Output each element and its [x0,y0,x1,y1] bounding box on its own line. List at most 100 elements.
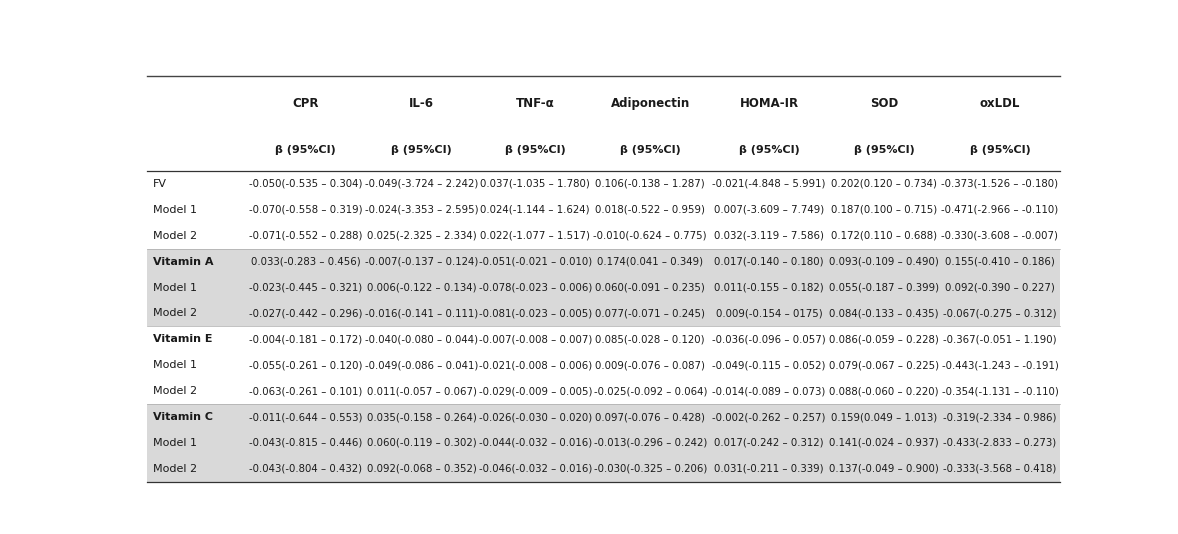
Bar [940,249,1060,274]
Bar [828,76,940,130]
Bar [479,430,591,456]
Text: 0.077(-0.071 – 0.245): 0.077(-0.071 – 0.245) [595,309,706,318]
Bar [828,301,940,326]
Text: Vitamin A: Vitamin A [153,257,213,266]
Bar [479,326,591,352]
Bar [709,378,828,404]
Bar [364,249,479,274]
Bar [940,301,1060,326]
Bar [364,456,479,482]
Text: 0.017(-0.140 – 0.180): 0.017(-0.140 – 0.180) [714,257,823,266]
Text: -0.071(-0.552 – 0.288): -0.071(-0.552 – 0.288) [249,231,363,241]
Bar [479,197,591,223]
Text: -0.026(-0.030 – 0.020): -0.026(-0.030 – 0.020) [478,412,591,422]
Text: -0.063(-0.261 – 0.101): -0.063(-0.261 – 0.101) [249,386,363,396]
Bar [940,326,1060,352]
Bar [364,430,479,456]
Text: -0.333(-3.568 – 0.418): -0.333(-3.568 – 0.418) [944,464,1057,474]
Text: -0.002(-0.262 – 0.257): -0.002(-0.262 – 0.257) [713,412,826,422]
Bar [828,197,940,223]
Bar [709,430,828,456]
Bar [709,274,828,301]
Bar [940,197,1060,223]
Bar [709,352,828,378]
Bar [591,301,709,326]
Bar [591,249,709,274]
Text: 0.172(0.110 – 0.688): 0.172(0.110 – 0.688) [830,231,937,241]
Text: Vitamin C: Vitamin C [153,412,213,422]
Bar [247,404,364,430]
Text: -0.070(-0.558 – 0.319): -0.070(-0.558 – 0.319) [249,205,363,215]
Text: -0.049(-3.724 – 2.242): -0.049(-3.724 – 2.242) [365,179,478,189]
Text: Model 1: Model 1 [153,360,197,370]
Text: 0.097(-0.076 – 0.428): 0.097(-0.076 – 0.428) [595,412,706,422]
Text: -0.013(-0.296 – 0.242): -0.013(-0.296 – 0.242) [594,438,707,448]
Text: 0.092(-0.068 – 0.352): 0.092(-0.068 – 0.352) [366,464,477,474]
Bar [479,171,591,197]
Text: -0.014(-0.089 – 0.073): -0.014(-0.089 – 0.073) [713,386,826,396]
Text: -0.036(-0.096 – 0.057): -0.036(-0.096 – 0.057) [712,334,826,344]
Text: -0.046(-0.032 – 0.016): -0.046(-0.032 – 0.016) [478,464,591,474]
Text: 0.084(-0.133 – 0.435): 0.084(-0.133 – 0.435) [829,309,939,318]
Bar [828,352,940,378]
Text: -0.050(-0.535 – 0.304): -0.050(-0.535 – 0.304) [249,179,363,189]
Text: -0.004(-0.181 – 0.172): -0.004(-0.181 – 0.172) [249,334,363,344]
Bar [479,301,591,326]
Text: 0.159(0.049 – 1.013): 0.159(0.049 – 1.013) [830,412,938,422]
Text: 0.031(-0.211 – 0.339): 0.031(-0.211 – 0.339) [714,464,823,474]
Bar [709,456,828,482]
Bar [709,249,828,274]
Text: β (95%CI): β (95%CI) [620,145,681,155]
Text: Model 1: Model 1 [153,282,197,293]
Text: CPR: CPR [292,97,319,109]
Bar [591,223,709,249]
Bar [364,326,479,352]
Bar [247,249,364,274]
Bar [940,274,1060,301]
Bar [709,130,828,171]
Bar [591,326,709,352]
Bar [479,274,591,301]
Text: -0.024(-3.353 – 2.595): -0.024(-3.353 – 2.595) [365,205,478,215]
Text: -0.029(-0.009 – 0.005): -0.029(-0.009 – 0.005) [478,386,593,396]
Bar [709,404,828,430]
Bar [247,274,364,301]
Text: -0.030(-0.325 – 0.206): -0.030(-0.325 – 0.206) [594,464,707,474]
Text: Model 1: Model 1 [153,205,197,215]
Text: 0.018(-0.522 – 0.959): 0.018(-0.522 – 0.959) [595,205,706,215]
Text: IL-6: IL-6 [409,97,434,109]
Bar [940,404,1060,430]
Bar [247,352,364,378]
Text: 0.055(-0.187 – 0.399): 0.055(-0.187 – 0.399) [829,282,939,293]
Bar [828,274,940,301]
Text: 0.202(0.120 – 0.734): 0.202(0.120 – 0.734) [830,179,937,189]
Bar [147,352,247,378]
Bar [940,130,1060,171]
Text: -0.067(-0.275 – 0.312): -0.067(-0.275 – 0.312) [944,309,1057,318]
Bar [591,171,709,197]
Text: -0.319(-2.334 – 0.986): -0.319(-2.334 – 0.986) [944,412,1057,422]
Text: -0.007(-0.008 – 0.007): -0.007(-0.008 – 0.007) [478,334,591,344]
Bar [479,378,591,404]
Text: -0.021(-4.848 – 5.991): -0.021(-4.848 – 5.991) [713,179,826,189]
Text: -0.049(-0.115 – 0.052): -0.049(-0.115 – 0.052) [713,360,826,370]
Text: 0.060(-0.119 – 0.302): 0.060(-0.119 – 0.302) [366,438,476,448]
Bar [364,197,479,223]
Bar [828,378,940,404]
Bar [709,76,828,130]
Bar [364,274,479,301]
Bar [940,456,1060,482]
Bar [940,76,1060,130]
Text: β (95%CI): β (95%CI) [969,145,1031,155]
Bar [940,430,1060,456]
Bar [591,197,709,223]
Text: 0.022(-1.077 – 1.517): 0.022(-1.077 – 1.517) [481,231,590,241]
Text: 0.141(-0.024 – 0.937): 0.141(-0.024 – 0.937) [829,438,939,448]
Bar [147,76,247,130]
Bar [591,456,709,482]
Text: -0.027(-0.442 – 0.296): -0.027(-0.442 – 0.296) [249,309,363,318]
Text: -0.049(-0.086 – 0.041): -0.049(-0.086 – 0.041) [365,360,478,370]
Text: -0.016(-0.141 – 0.111): -0.016(-0.141 – 0.111) [365,309,478,318]
Text: -0.443(-1.243 – -0.191): -0.443(-1.243 – -0.191) [941,360,1058,370]
Text: -0.007(-0.137 – 0.124): -0.007(-0.137 – 0.124) [365,257,478,266]
